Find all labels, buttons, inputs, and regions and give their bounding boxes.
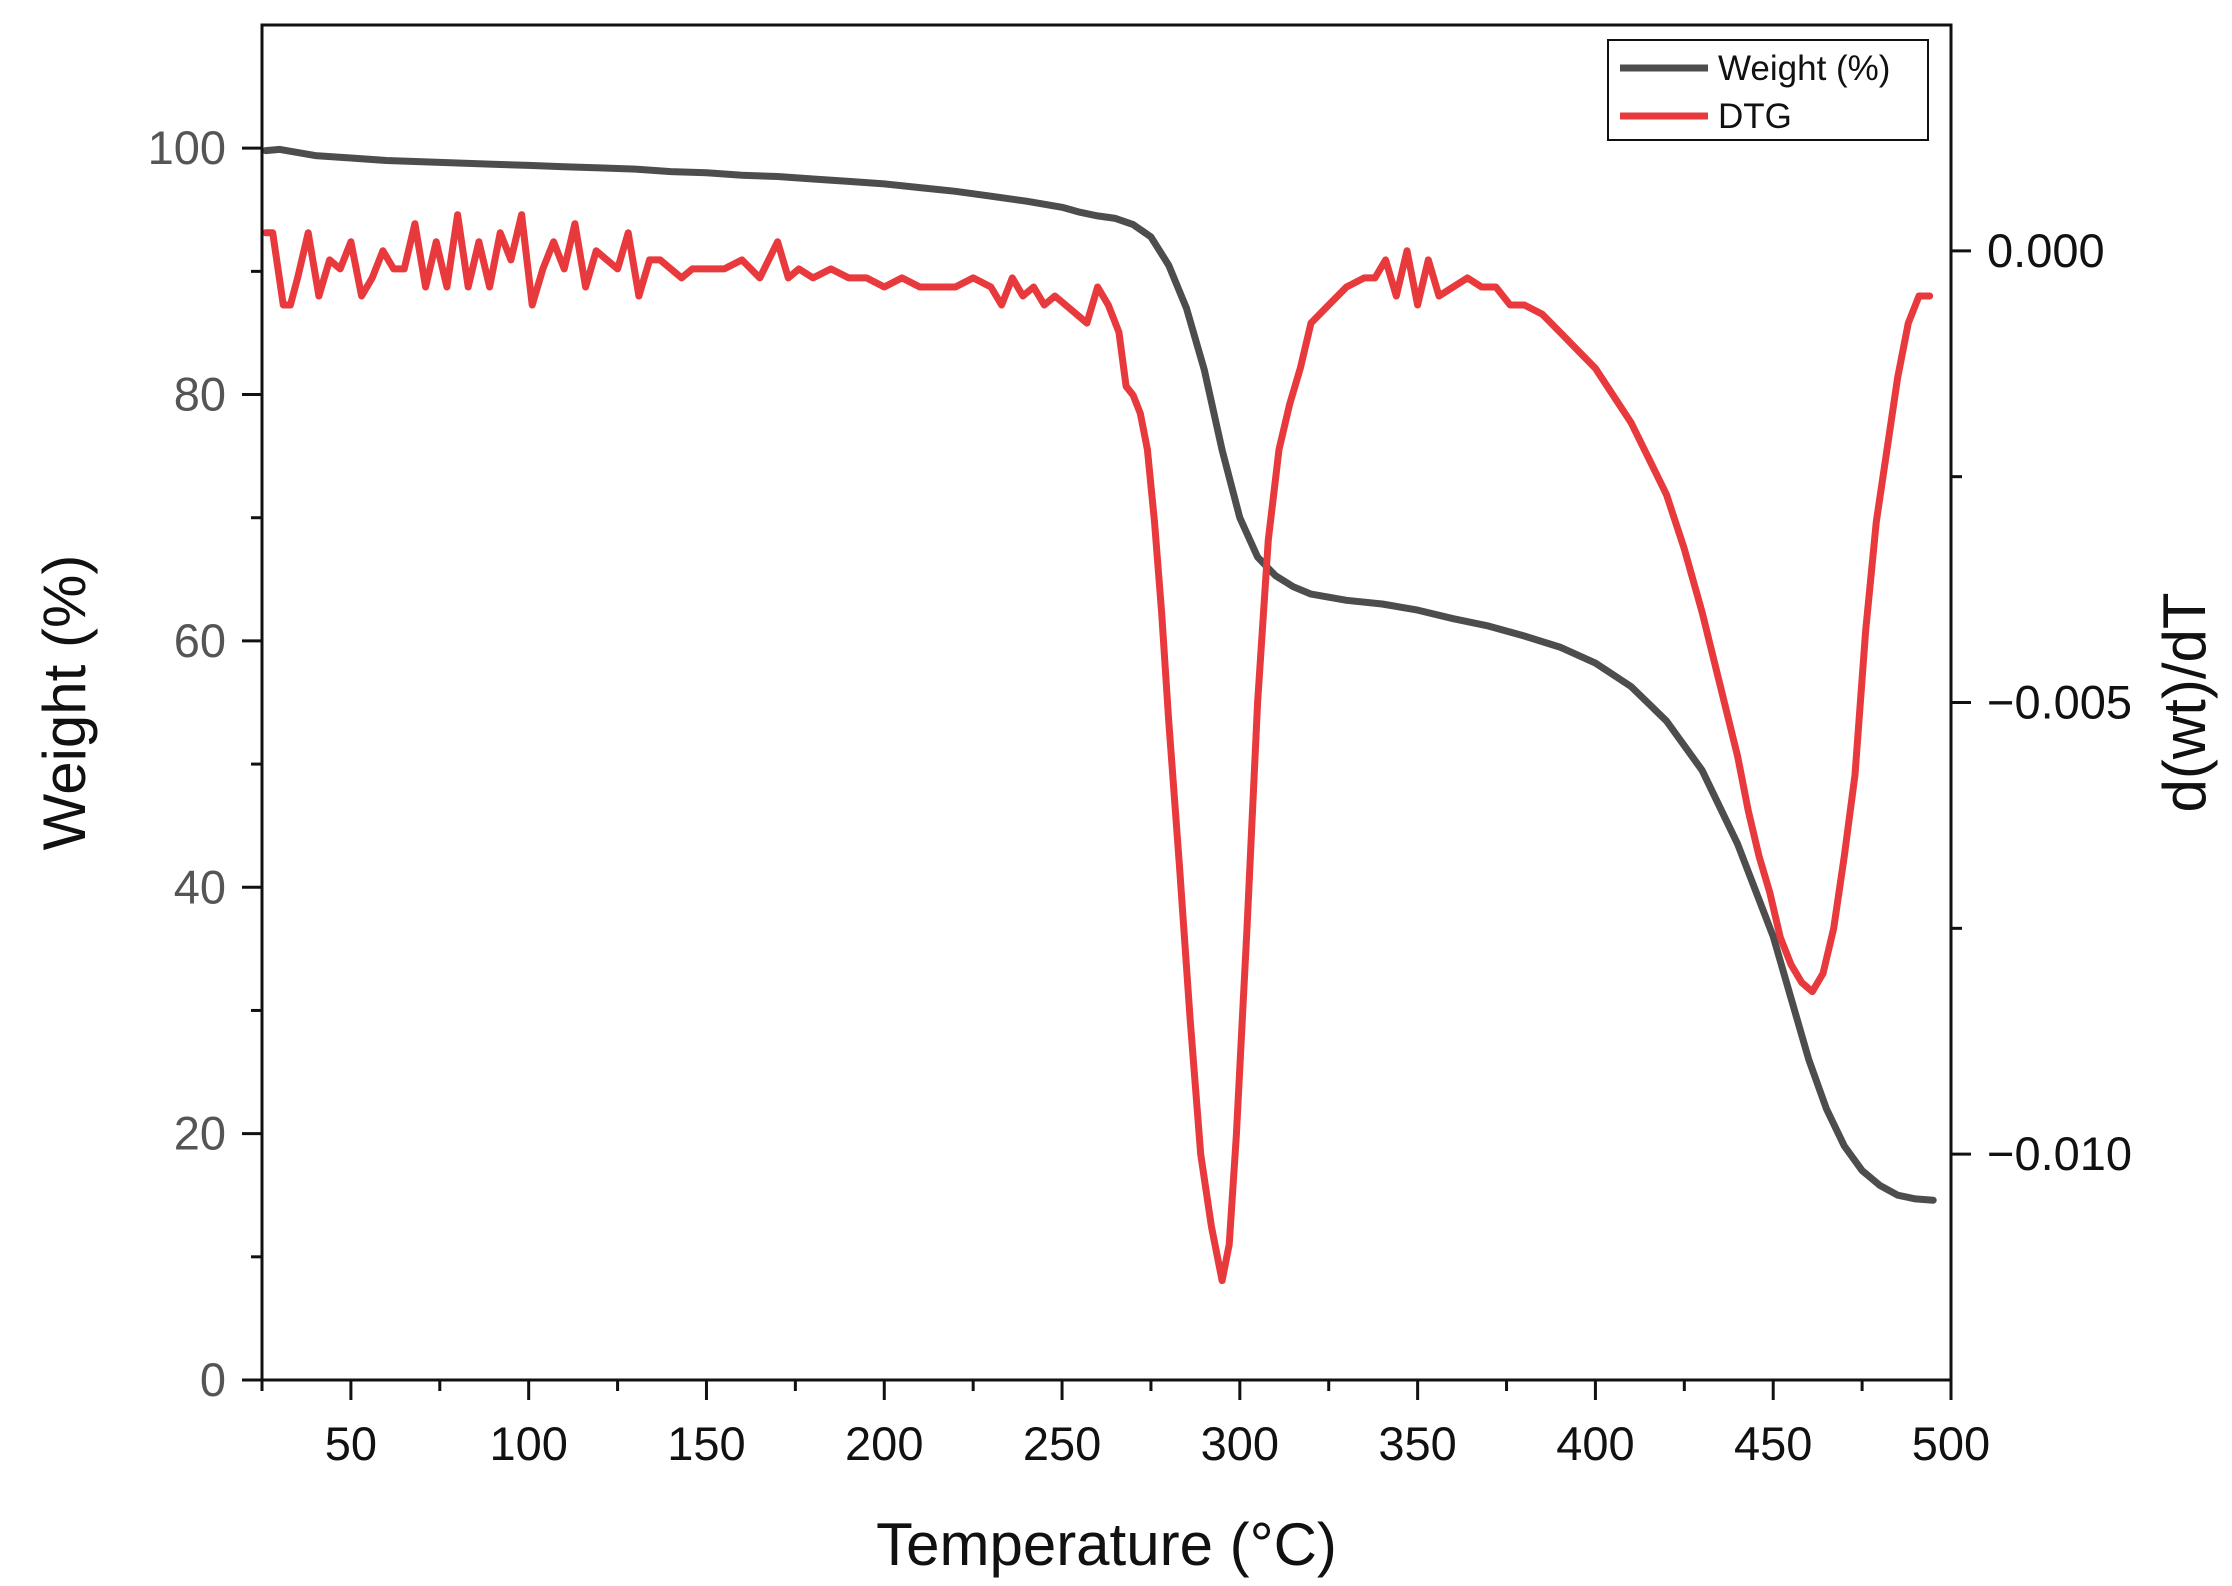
series-layer [262, 145, 1937, 1285]
x-tick-label: 100 [489, 1417, 567, 1470]
y2-axis-title: d(wt)/dT [2151, 592, 2218, 812]
legend-label-weight: Weight (%) [1718, 49, 1890, 88]
y-tick-label: 40 [174, 860, 226, 913]
legend-box [1607, 39, 1929, 141]
x-tick-label: 150 [667, 1417, 745, 1470]
legend: Weight (%) DTG [1607, 39, 1929, 141]
tick-labels-layer: 50 100 150 200 250 300 350 400 450 500 0 20 40 60 80 10… [148, 121, 2132, 1470]
ticks-layer [242, 146, 1971, 1400]
x-axis-title: Temperature (°C) [876, 1511, 1337, 1578]
y2-tick-label: −0.010 [1987, 1127, 2132, 1180]
x-tick-label: 50 [325, 1417, 377, 1470]
y-tick-label: 60 [174, 614, 226, 667]
x-tick-label: 200 [845, 1417, 923, 1470]
y-tick-label: 80 [174, 368, 226, 421]
plot-frame [260, 23, 1953, 1382]
y-axis-title: Weight (%) [31, 555, 98, 851]
legend-label-dtg: DTG [1718, 97, 1792, 136]
x-tick-label: 500 [1912, 1417, 1990, 1470]
y-tick-label: 20 [174, 1107, 226, 1160]
x-tick-label: 450 [1734, 1417, 1812, 1470]
y2-tick-label: 0.000 [1987, 224, 2105, 277]
y2-tick-label: −0.005 [1987, 676, 2132, 729]
x-tick-label: 400 [1556, 1417, 1634, 1470]
x-tick-label: 250 [1023, 1417, 1101, 1470]
y-tick-label: 0 [200, 1353, 226, 1406]
series-line-weight [262, 145, 1937, 1204]
x-tick-label: 350 [1378, 1417, 1456, 1470]
series-line-dtg [262, 211, 1934, 1285]
y-tick-label: 100 [148, 121, 226, 174]
x-tick-label: 300 [1201, 1417, 1279, 1470]
